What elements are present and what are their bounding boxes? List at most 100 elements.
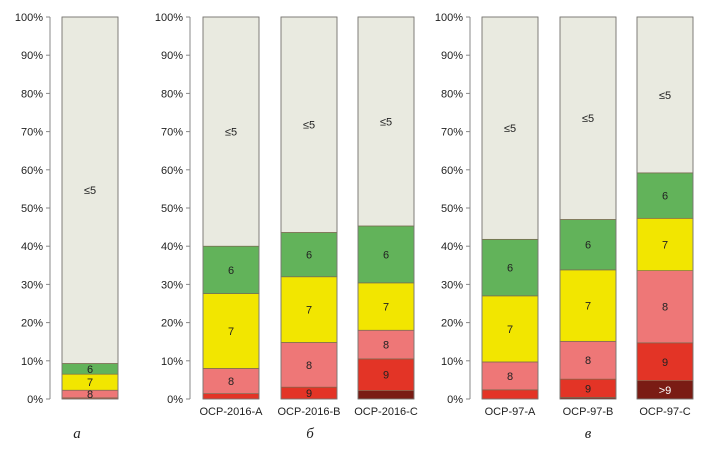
y-tick-label: 10% — [441, 356, 463, 368]
segment-label: 7 — [87, 377, 93, 389]
segment-label: 9 — [662, 357, 668, 369]
y-tick-label: 50% — [441, 203, 463, 215]
y-tick-label: 30% — [161, 279, 183, 291]
category-label: OCP-97-A — [485, 406, 536, 418]
y-tick-label: 20% — [441, 318, 463, 330]
y-tick-label: 40% — [21, 241, 43, 253]
segment-label: ≤5 — [659, 90, 671, 102]
y-tick-label: 40% — [441, 241, 463, 253]
y-tick-label: 60% — [441, 165, 463, 177]
bar-segment-le5 — [559, 16, 617, 220]
category-label: OCP-2016-C — [354, 406, 418, 418]
panel-label: б — [306, 426, 314, 442]
y-tick-label: 0% — [447, 394, 463, 406]
category-label: OCP-97-B — [563, 406, 614, 418]
segment-label: 7 — [662, 239, 668, 251]
category-label: OCP-97-C — [639, 406, 690, 418]
bar-outline — [481, 16, 539, 400]
y-tick-label: 70% — [21, 127, 43, 139]
segment-label: 7 — [585, 301, 591, 313]
y-tick-label: 10% — [21, 356, 43, 368]
category-label: OCP-2016-A — [200, 406, 264, 418]
segment-label: 7 — [306, 305, 312, 317]
segment-label: ≤5 — [504, 123, 516, 135]
bar-outline — [559, 16, 617, 400]
segment-label: ≤5 — [582, 113, 594, 125]
y-tick-label: 10% — [161, 356, 183, 368]
panel-label: в — [585, 426, 592, 442]
bar-outline — [636, 16, 694, 400]
segment-label: 6 — [507, 263, 513, 275]
category-label: OCP-2016-B — [278, 406, 341, 418]
segment-label: 6 — [87, 364, 93, 376]
segment-label: ≤5 — [225, 127, 237, 139]
bar-segment-le5 — [357, 16, 415, 227]
bar-segment-7 — [202, 293, 260, 369]
y-tick-label: 80% — [21, 88, 43, 100]
segment-label: 6 — [383, 249, 389, 261]
segment-label: 6 — [585, 240, 591, 252]
y-tick-label: 80% — [441, 88, 463, 100]
bar-segment-7 — [357, 282, 415, 331]
y-tick-label: 90% — [441, 50, 463, 62]
y-tick-label: 90% — [161, 50, 183, 62]
segment-label: 7 — [383, 302, 389, 314]
segment-label: 8 — [507, 371, 513, 383]
y-tick-label: 90% — [21, 50, 43, 62]
bar-segment-9 — [202, 393, 260, 400]
bar-outline — [61, 16, 119, 400]
segment-label: 7 — [228, 326, 234, 338]
y-tick-label: 100% — [15, 12, 43, 24]
segment-label: >9 — [659, 385, 672, 397]
segment-label: 8 — [662, 302, 668, 314]
bar-segment-le5 — [481, 16, 539, 240]
y-tick-label: 60% — [21, 165, 43, 177]
bar-segment-6 — [636, 172, 694, 219]
bar-segment-7 — [280, 276, 338, 343]
y-tick-label: 100% — [155, 12, 183, 24]
segment-label: 6 — [306, 250, 312, 262]
y-tick-label: 50% — [21, 203, 43, 215]
segment-label: 6 — [662, 191, 668, 203]
bar-segment-9 — [357, 358, 415, 391]
y-tick-label: 0% — [27, 394, 43, 406]
segment-label: 8 — [87, 389, 93, 401]
segment-label: 7 — [507, 324, 513, 336]
y-tick-label: 20% — [161, 318, 183, 330]
bar-segment-8 — [357, 329, 415, 360]
segment-label: 9 — [585, 383, 591, 395]
panel-label: а — [73, 426, 81, 442]
bar-outline — [280, 16, 338, 400]
bar-segment-8 — [280, 342, 338, 388]
y-tick-label: 50% — [161, 203, 183, 215]
bar-segment-8 — [481, 361, 539, 391]
y-tick-label: 30% — [441, 279, 463, 291]
y-tick-label: 80% — [161, 88, 183, 100]
y-tick-label: 100% — [435, 12, 463, 24]
y-tick-label: 60% — [161, 165, 183, 177]
y-tick-label: 0% — [167, 394, 183, 406]
segment-label: ≤5 — [84, 185, 96, 197]
y-tick-label: 30% — [21, 279, 43, 291]
segment-label: 8 — [228, 376, 234, 388]
segment-label: 8 — [383, 340, 389, 352]
y-tick-label: 20% — [21, 318, 43, 330]
bar-outline — [357, 16, 415, 400]
segment-label: 8 — [585, 355, 591, 367]
bar-outline — [202, 16, 260, 400]
segment-label: 8 — [306, 360, 312, 372]
y-tick-label: 70% — [161, 127, 183, 139]
bar-segment-9 — [481, 389, 539, 400]
segment-label: 6 — [228, 265, 234, 277]
segment-label: 9 — [306, 388, 312, 400]
y-tick-label: 70% — [441, 127, 463, 139]
bar-segment-le5 — [202, 16, 260, 247]
bar-segment-6 — [481, 238, 539, 297]
segment-label: ≤5 — [303, 120, 315, 132]
segment-label: ≤5 — [380, 116, 392, 128]
segment-label: 9 — [383, 370, 389, 382]
y-tick-label: 40% — [161, 241, 183, 253]
bar-segment-le5 — [61, 16, 119, 364]
bar-segment-gt9 — [357, 390, 415, 400]
